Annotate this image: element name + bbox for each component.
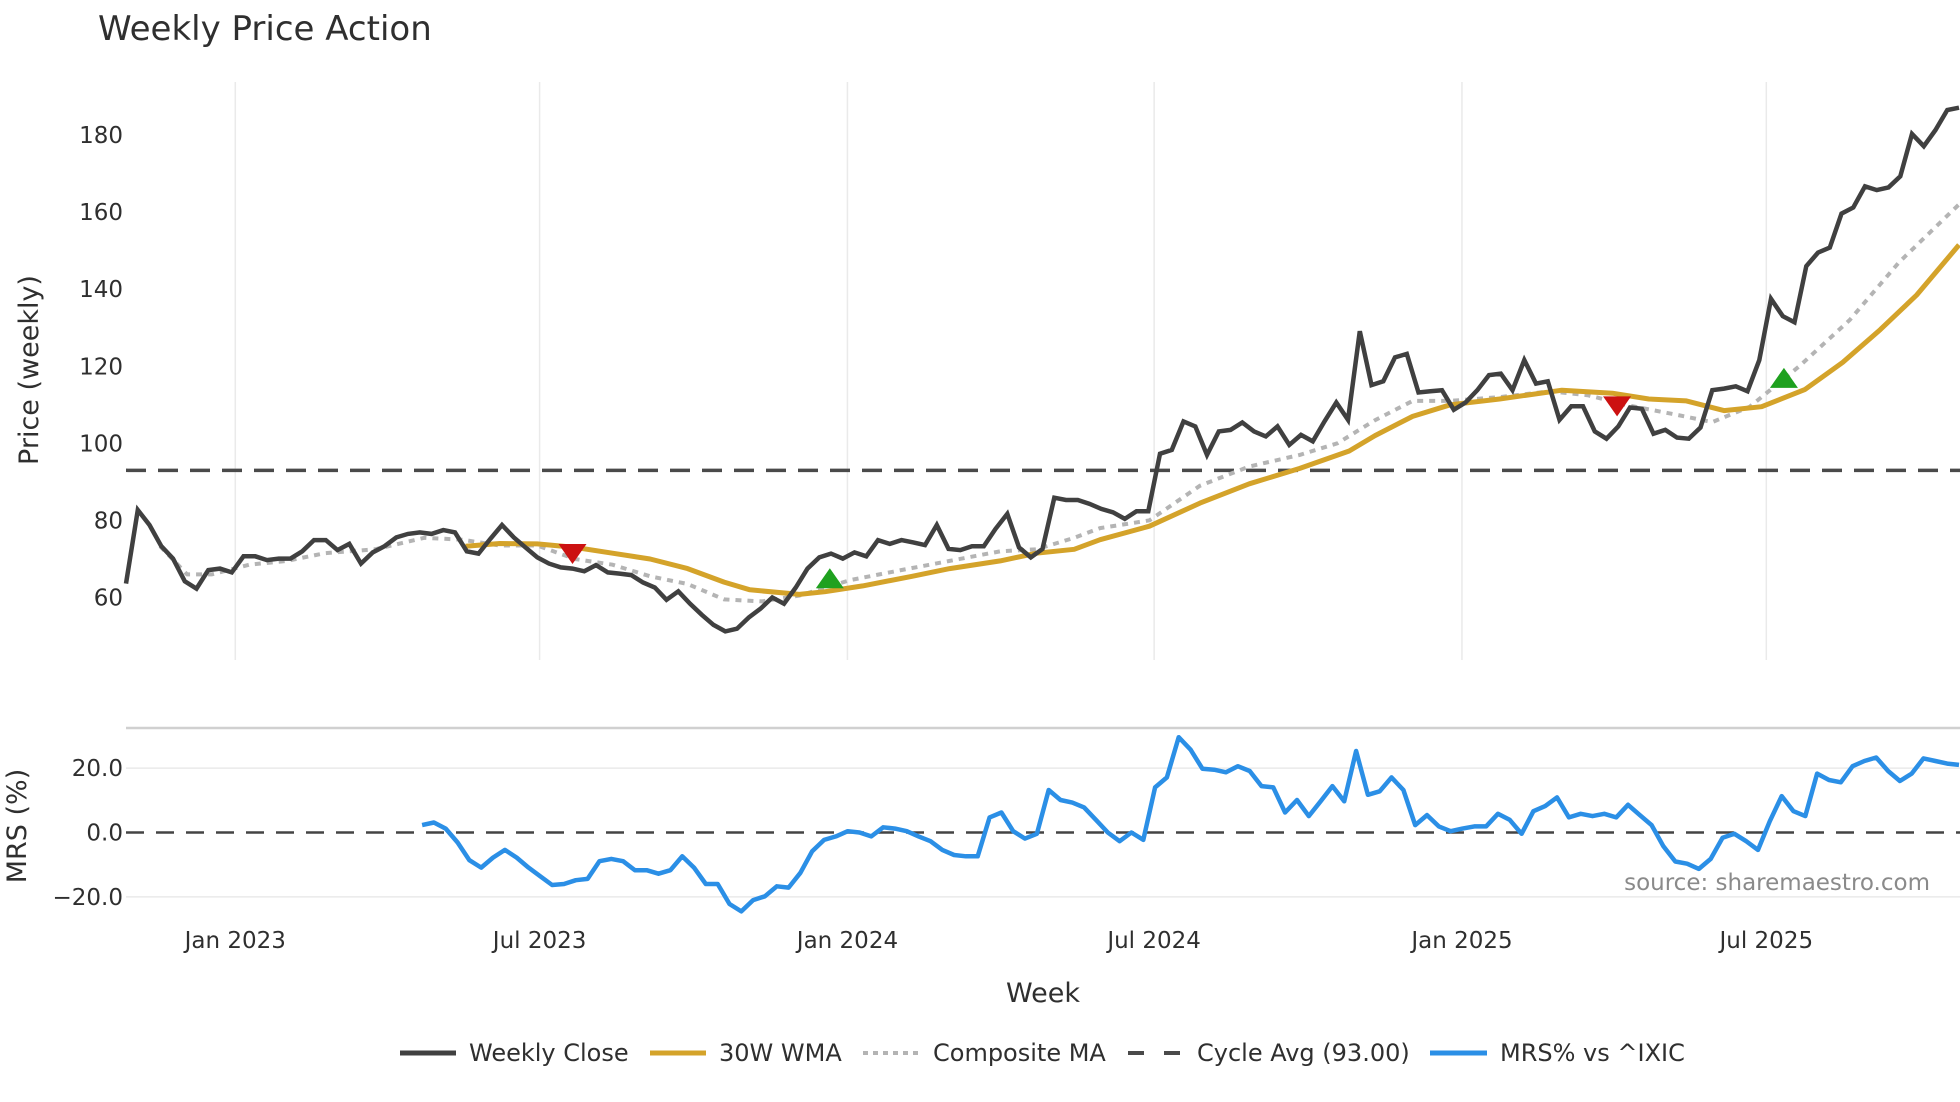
mrs-panel: −20.0 0.0 20.0 MRS (%) source: sharemaestr… (2, 734, 1960, 914)
legend-item-wma[interactable]: 30W WMA (650, 1039, 842, 1067)
price-y-tick-label: 120 (79, 354, 123, 380)
chart-title: Weekly Price Action (98, 9, 432, 49)
wma-30w-line (465, 243, 1960, 597)
weekly-close-line (123, 105, 1960, 634)
legend-label-mrs: MRS% vs ^IXIC (1500, 1039, 1685, 1067)
x-tick-label: Jan 2023 (183, 928, 286, 954)
price-y-ticks: 60 80 100 120 140 160 180 (79, 123, 123, 611)
buy-signal-up-triangle-icon (815, 568, 844, 589)
sell-signal-down-triangle-icon (1603, 396, 1632, 417)
x-axis-label: Week (1006, 978, 1080, 1009)
mrs-line (421, 734, 1960, 914)
legend-item-weekly-close[interactable]: Weekly Close (400, 1039, 629, 1067)
sell-signal-down-triangle-icon (558, 543, 587, 564)
price-y-tick-label: 140 (79, 277, 123, 303)
legend-label-cycle: Cycle Avg (93.00) (1197, 1039, 1410, 1067)
mrs-y-ticks: −20.0 0.0 20.0 (53, 756, 123, 911)
x-tick-label: Jul 2023 (491, 928, 587, 954)
mrs-y-axis-label: MRS (%) (2, 769, 33, 884)
legend-label-weekly-close: Weekly Close (469, 1039, 629, 1067)
source-annotation: source: sharemaestro.com (1624, 870, 1930, 896)
price-y-axis-label: Price (weekly) (14, 275, 45, 465)
price-y-tick-label: 160 (79, 200, 123, 226)
buy-signal-up-triangle-icon (1769, 367, 1798, 388)
legend-item-mrs[interactable]: MRS% vs ^IXIC (1430, 1039, 1685, 1067)
price-y-tick-label: 80 (94, 508, 123, 534)
signal-markers (558, 367, 1798, 589)
mrs-gridlines (126, 767, 1960, 898)
legend-label-composite: Composite MA (933, 1039, 1106, 1067)
price-panel: 60 80 100 120 140 160 180 Price (weekly) (14, 82, 1960, 660)
x-tick-label: Jan 2024 (795, 928, 898, 954)
legend: Weekly Close 30W WMA Composite MA Cycle … (400, 1039, 1685, 1067)
legend-item-composite[interactable]: Composite MA (863, 1039, 1106, 1067)
legend-label-wma: 30W WMA (719, 1039, 842, 1067)
price-gridlines (234, 82, 1768, 660)
legend-item-cycle[interactable]: Cycle Avg (93.00) (1128, 1039, 1410, 1067)
mrs-y-tick-label: −20.0 (53, 885, 123, 911)
x-tick-label: Jan 2025 (1409, 928, 1512, 954)
x-tick-label: Jul 2024 (1105, 928, 1201, 954)
x-axis-ticks: Jan 2023 Jul 2023 Jan 2024 Jul 2024 Jan 2025… (183, 928, 1813, 954)
price-y-tick-label: 180 (79, 123, 123, 149)
price-y-tick-label: 60 (94, 586, 123, 612)
composite-ma-line (158, 202, 1960, 604)
x-tick-label: Jul 2025 (1717, 928, 1813, 954)
mrs-y-tick-label: 0.0 (86, 821, 123, 847)
mrs-y-tick-label: 20.0 (72, 756, 123, 782)
price-y-tick-label: 100 (79, 431, 123, 457)
